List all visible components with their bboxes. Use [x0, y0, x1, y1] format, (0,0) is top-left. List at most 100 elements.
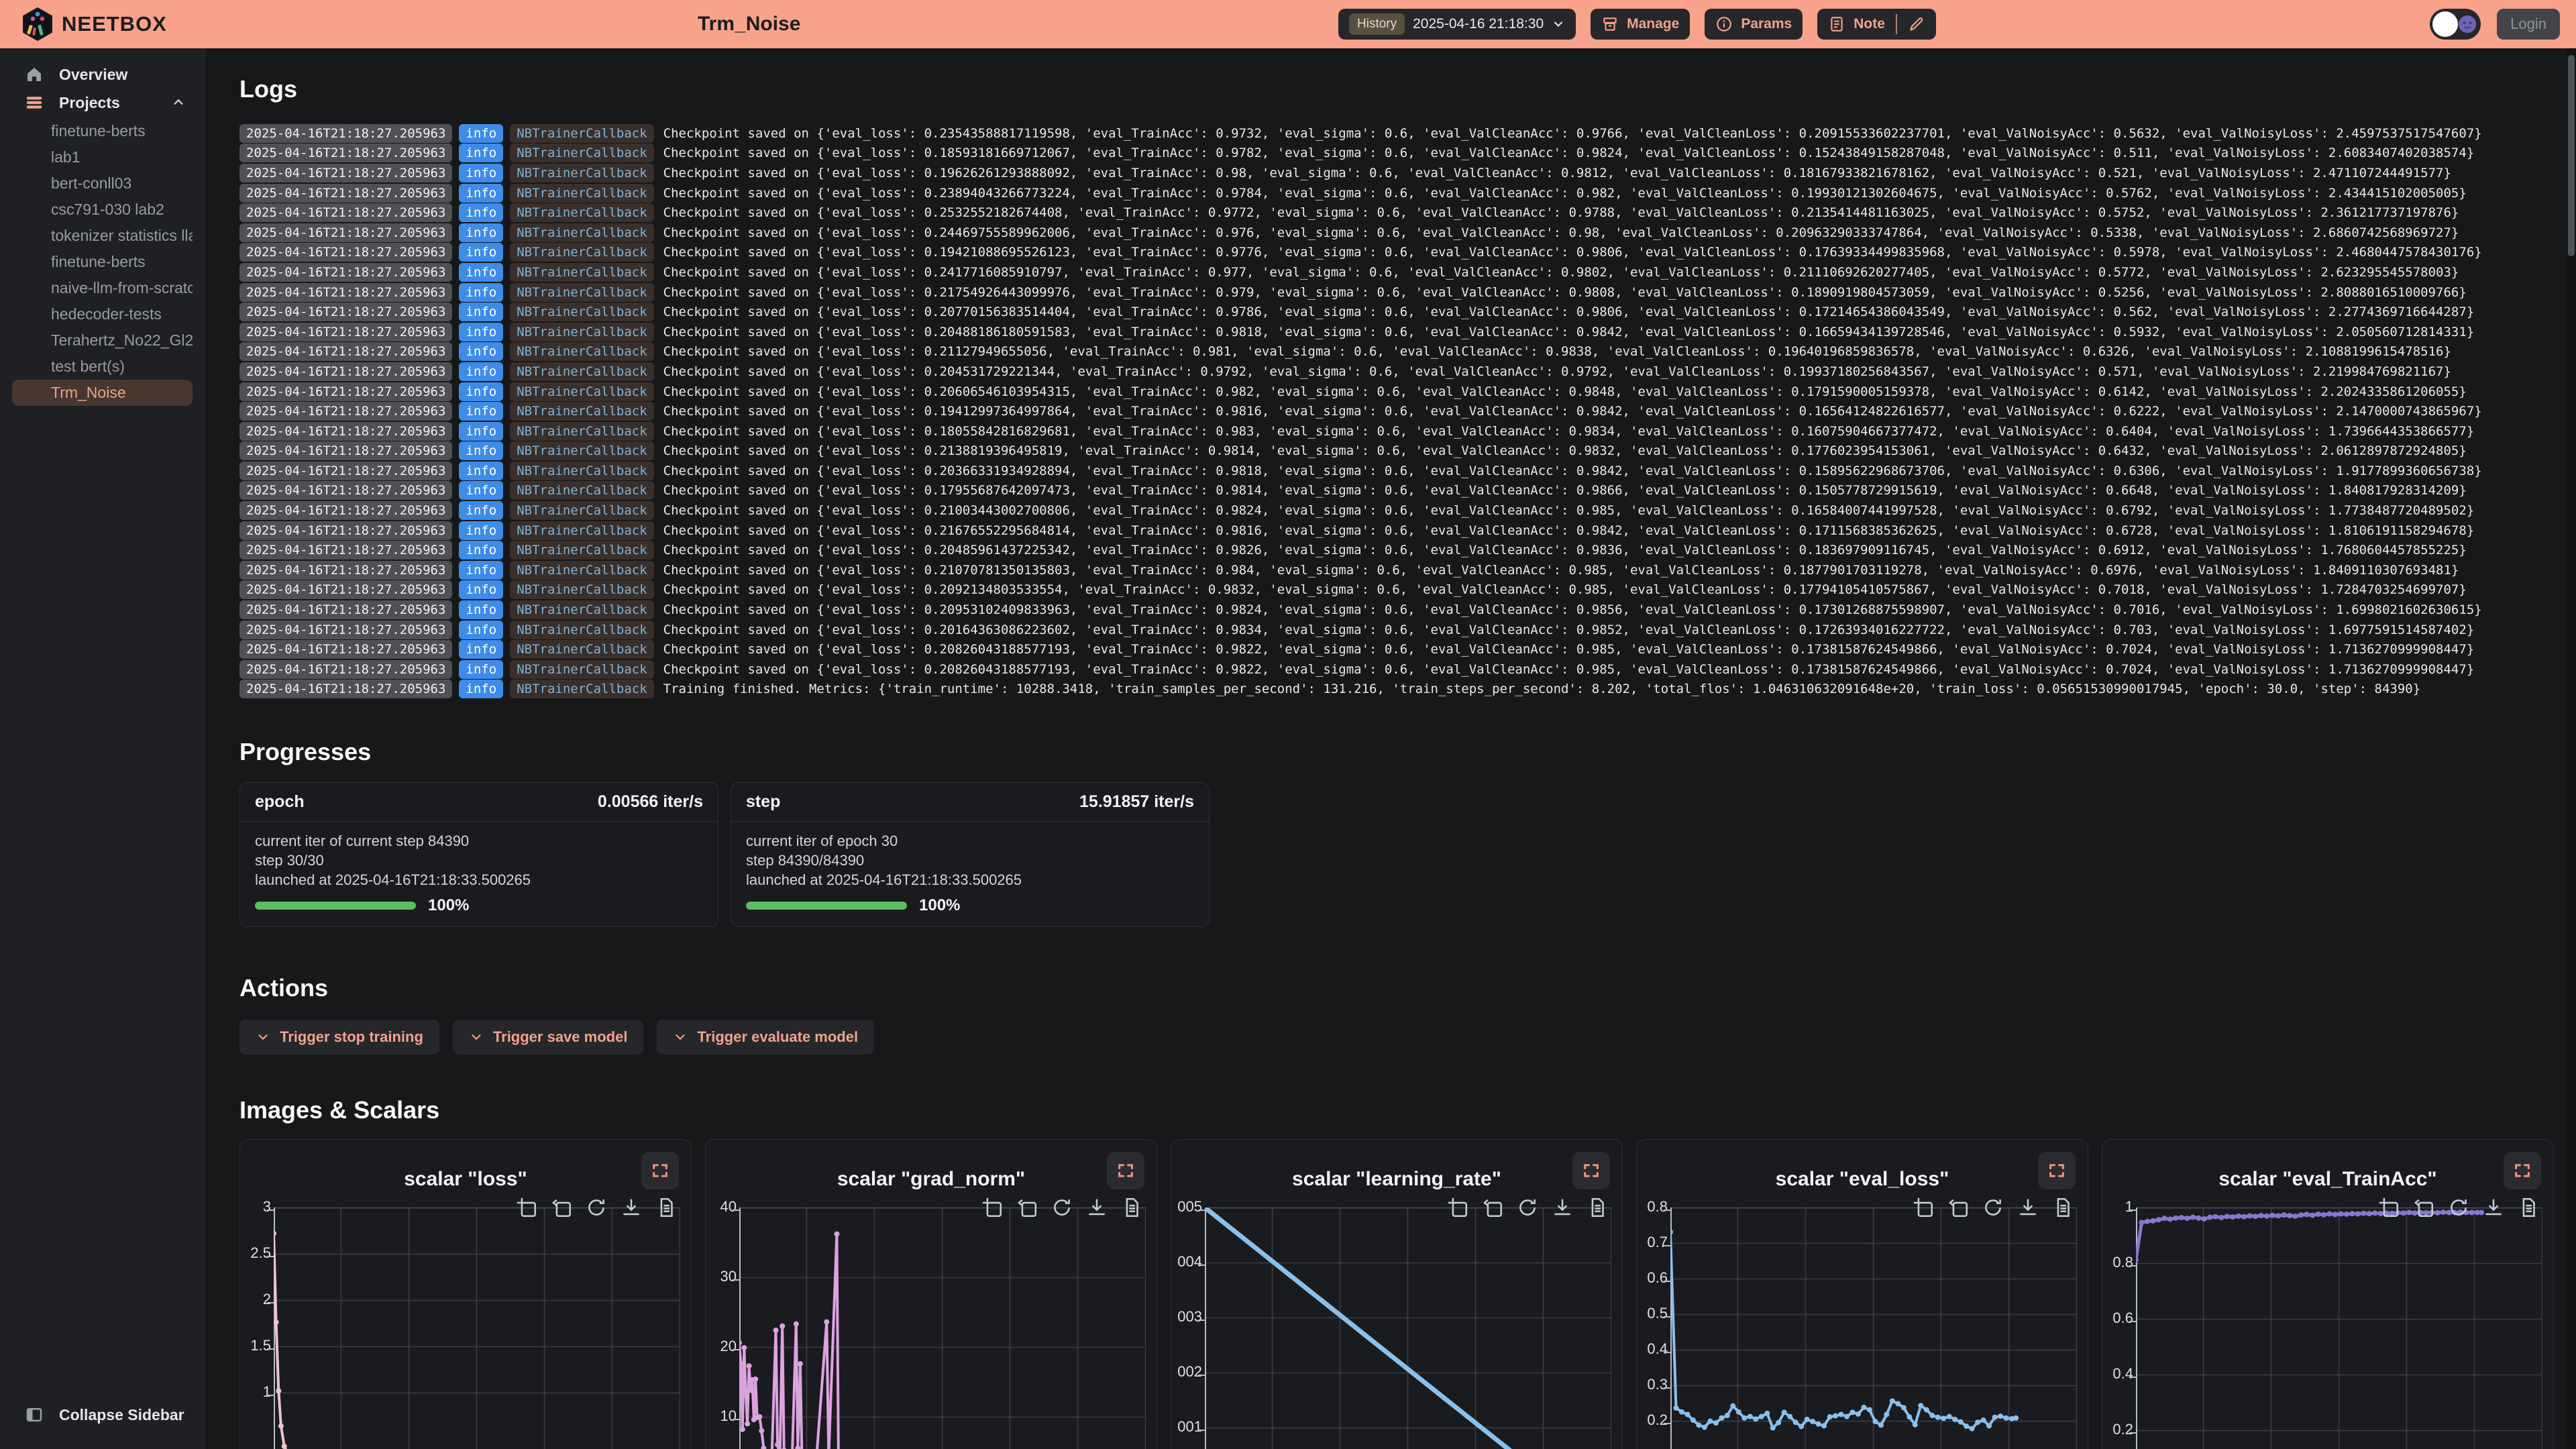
log-level-badge: info [459, 382, 504, 401]
download-icon[interactable] [1551, 1196, 1574, 1219]
zoom-box-icon[interactable] [2377, 1196, 2400, 1219]
log-level-badge: info [459, 620, 504, 639]
sidebar-item-overview[interactable]: Overview [0, 60, 205, 89]
action-button-trigger-save-model[interactable]: Trigger save model [452, 1020, 644, 1055]
scalar-charts: scalar "loss" 3 2.5 2 1.5 1 scalar "grad_norm"… [239, 1139, 2567, 1449]
log-message: Checkpoint saved on {'eval_loss': 0.2095… [663, 602, 2482, 618]
progress-cards: epoch 0.00566 iter/s current iter of curre… [239, 782, 2567, 928]
undo-zoom-icon[interactable] [2412, 1196, 2435, 1219]
log-source-badge: NBTrainerCallback [510, 501, 654, 521]
log-message: Checkpoint saved on {'eval_loss': 0.1941… [663, 404, 2482, 419]
zoom-box-icon[interactable] [981, 1196, 1004, 1219]
brand[interactable]: NEETBOX [23, 7, 167, 41]
params-button[interactable]: Params [1705, 9, 1803, 40]
expand-chart-button[interactable] [1107, 1152, 1144, 1190]
brand-name: NEETBOX [62, 12, 167, 36]
sidebar-project-item[interactable]: hedecoder-tests [51, 305, 162, 323]
hamburger-icon [24, 93, 44, 113]
chart-title: scalar "grad_norm" [837, 1168, 1026, 1191]
action-button-trigger-stop-training[interactable]: Trigger stop training [239, 1020, 439, 1055]
progress-detail-line: step 30/30 [255, 852, 324, 869]
toggle-knob [2432, 11, 2459, 37]
plot-area[interactable] [271, 1207, 681, 1449]
sidebar-project-item[interactable]: Terahertz_No22_Gl261_gl... [51, 331, 193, 349]
plot-area[interactable] [1202, 1205, 1612, 1449]
undo-zoom-icon[interactable] [1016, 1196, 1038, 1219]
theme-toggle[interactable] [2430, 9, 2481, 40]
refresh-icon[interactable] [2447, 1196, 2470, 1219]
log-row: 2025-04-16T21:18:27.205963 info NBTrainerC… [239, 421, 2567, 441]
data-log-icon[interactable] [2517, 1196, 2540, 1219]
project-list: finetune-berts lab1 bert-conll03 csc791-030… [0, 118, 205, 406]
y-tick-label: 30 [720, 1268, 737, 1285]
progress-percent: 100% [428, 896, 470, 915]
expand-chart-button[interactable] [641, 1152, 679, 1190]
y-tick-mark [2129, 1432, 2136, 1434]
download-icon[interactable] [2017, 1196, 2039, 1219]
manage-button[interactable]: Manage [1591, 9, 1690, 40]
scrollbar[interactable] [2567, 48, 2576, 1449]
log-message: Checkpoint saved on {'eval_loss': 0.2077… [663, 305, 2475, 320]
log-row: 2025-04-16T21:18:27.205963 info NBTrainerC… [239, 659, 2567, 680]
y-tick-mark [267, 1210, 274, 1212]
sidebar-project-item[interactable]: tokenizer statistics llama... [51, 227, 193, 244]
data-log-icon[interactable] [655, 1196, 678, 1219]
sidebar-project-item[interactable]: finetune-berts [51, 253, 146, 270]
sidebar-project-item[interactable]: test bert(s) [51, 358, 125, 375]
pencil-icon[interactable] [1908, 15, 1925, 33]
log-message: Checkpoint saved on {'eval_loss': 0.2082… [663, 661, 2475, 677]
log-level-badge: info [459, 461, 504, 480]
plot-area[interactable] [737, 1207, 1146, 1449]
refresh-icon[interactable] [1051, 1196, 1073, 1219]
undo-zoom-icon[interactable] [1481, 1196, 1504, 1219]
sidebar-project-item[interactable]: bert-conll03 [51, 174, 132, 192]
log-source-badge: NBTrainerCallback [510, 123, 654, 143]
log-row: 2025-04-16T21:18:27.205963 info NBTrainerC… [239, 223, 2567, 243]
progress-name: epoch [255, 792, 305, 812]
zoom-box-icon[interactable] [1912, 1196, 1935, 1219]
refresh-icon[interactable] [1516, 1196, 1539, 1219]
sidebar-project-item[interactable]: csc791-030 lab2 [51, 201, 164, 218]
undo-zoom-icon[interactable] [1947, 1196, 1970, 1219]
progress-card-header: step 15.91857 iter/s [731, 783, 1209, 822]
history-dropdown[interactable]: History 2025-04-16 21:18:30 [1338, 9, 1576, 40]
refresh-icon[interactable] [1982, 1196, 2004, 1219]
log-timestamp-badge: 2025-04-16T21:18:27.205963 [239, 680, 453, 699]
y-tick-label: 002 [1177, 1363, 1202, 1381]
progress-card-step: step 15.91857 iter/s current iter of epoch… [731, 782, 1210, 928]
sidebar-item-projects[interactable]: Projects [0, 89, 205, 117]
sidebar-project-item[interactable]: naive-llm-from-scratch [51, 279, 193, 297]
scrollbar-thumb[interactable] [2568, 55, 2575, 256]
login-button[interactable]: Login [2497, 9, 2560, 40]
data-log-icon[interactable] [1586, 1196, 1609, 1219]
sidebar-project-item[interactable]: Trm_Noise [12, 380, 193, 406]
log-row: 2025-04-16T21:18:27.205963 info NBTrainerC… [239, 203, 2567, 223]
action-button-trigger-evaluate-model[interactable]: Trigger evaluate model [657, 1020, 875, 1055]
y-tick-mark [1664, 1210, 1670, 1212]
log-source-badge: NBTrainerCallback [510, 521, 654, 540]
plot-area[interactable] [2133, 1207, 2543, 1449]
download-icon[interactable] [620, 1196, 643, 1219]
manage-icon [1601, 15, 1619, 33]
data-log-icon[interactable] [2051, 1196, 2074, 1219]
note-button[interactable]: Note [1817, 9, 1936, 40]
expand-chart-button[interactable] [1572, 1152, 1610, 1190]
expand-chart-button[interactable] [2504, 1152, 2541, 1190]
zoom-box-icon[interactable] [1446, 1196, 1469, 1219]
log-level-badge: info [459, 402, 504, 421]
download-icon[interactable] [2482, 1196, 2505, 1219]
refresh-icon[interactable] [585, 1196, 608, 1219]
sidebar-project-item[interactable]: finetune-berts [51, 122, 146, 140]
collapse-sidebar-button[interactable]: Collapse Sidebar [0, 1401, 205, 1429]
data-log-icon[interactable] [1120, 1196, 1143, 1219]
log-message: Checkpoint saved on {'eval_loss': 0.2138… [663, 443, 2467, 459]
divider [1895, 14, 1897, 34]
download-icon[interactable] [1085, 1196, 1108, 1219]
plot-area[interactable] [1668, 1207, 2078, 1449]
expand-chart-button[interactable] [2038, 1152, 2076, 1190]
chart-toolbar [1912, 1196, 2074, 1219]
sidebar-project-item[interactable]: lab1 [51, 148, 80, 166]
undo-zoom-icon[interactable] [550, 1196, 573, 1219]
zoom-box-icon[interactable] [515, 1196, 538, 1219]
